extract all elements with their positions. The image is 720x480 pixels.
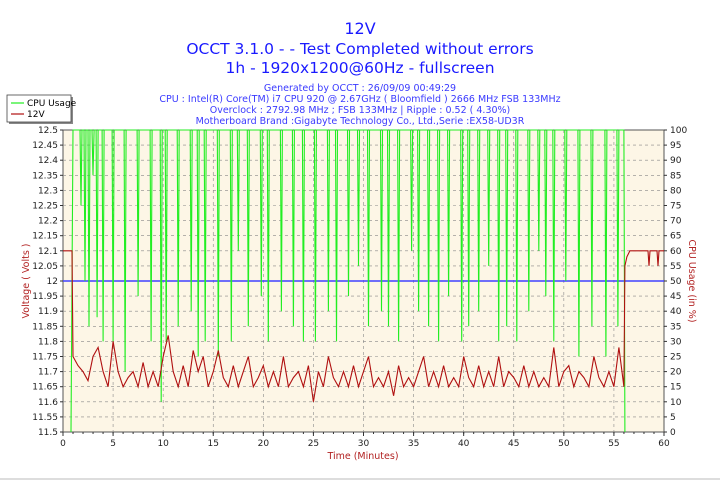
y-tick-label: 11.55 (32, 413, 58, 423)
y-tick-label: 12.45 (32, 141, 58, 151)
info-generated: Generated by OCCT : 26/09/09 00:49:29 (264, 83, 456, 94)
axis-ticks: 12.512.4512.412.3512.312.2512.212.1512.1… (32, 126, 687, 449)
x-tick-label: 40 (458, 439, 470, 449)
y-tick-label: 11.5 (38, 428, 58, 438)
chart-subtitle-2: 1h - 1920x1200@60Hz - fullscreen (225, 59, 494, 77)
legend-label-cpu: CPU Usage (27, 99, 77, 109)
y2-tick-label: 15 (670, 383, 681, 393)
y-tick-label: 12 (47, 277, 58, 287)
y2-tick-label: 60 (670, 247, 682, 257)
x-tick-label: 20 (258, 439, 270, 449)
x-tick-label: 45 (508, 439, 519, 449)
legend-box (6, 94, 72, 123)
chart-title: 12V (344, 19, 375, 38)
info-cpu: CPU : Intel(R) Core(TM) i7 CPU 920 @ 2.6… (159, 94, 560, 105)
x-tick-label: 25 (308, 439, 319, 449)
x-tick-label: 50 (558, 439, 570, 449)
y2-tick-label: 70 (670, 217, 682, 227)
x-tick-label: 30 (358, 439, 370, 449)
legend: CPU Usage 12V (6, 94, 77, 124)
series-lines (63, 129, 664, 433)
y2-tick-label: 30 (670, 337, 682, 347)
y2-tick-label: 0 (670, 428, 676, 438)
y2-tick-label: 5 (670, 413, 676, 423)
y-tick-label: 12.4 (38, 156, 58, 166)
y-tick-label: 11.85 (32, 322, 58, 332)
info-motherboard: Motherboard Brand :Gigabyte Technology C… (196, 116, 525, 127)
x-tick-label: 35 (408, 439, 419, 449)
y2-tick-label: 90 (670, 156, 682, 166)
y-tick-label: 11.65 (32, 383, 58, 393)
y2-tick-label: 85 (670, 171, 681, 181)
x-tick-label: 60 (658, 439, 670, 449)
y-tick-label: 11.75 (32, 353, 58, 363)
info-overclock: Overclock : 2792.98 MHz ; FSB 133MHz | R… (210, 105, 511, 116)
y-tick-label: 11.6 (38, 398, 58, 408)
y2-tick-label: 25 (670, 353, 681, 363)
y2-axis-label: CPU Usage (in %) (686, 239, 697, 322)
y-tick-label: 12.25 (32, 202, 58, 212)
y2-tick-label: 95 (670, 141, 681, 151)
y-tick-label: 11.9 (38, 307, 58, 317)
chart-subtitle-1: OCCT 3.1.0 - - Test Completed without er… (186, 40, 533, 58)
y-tick-label: 11.95 (32, 292, 58, 302)
x-tick-label: 5 (110, 439, 116, 449)
y-tick-label: 12.35 (32, 171, 58, 181)
y2-tick-label: 10 (670, 398, 682, 408)
y-tick-label: 11.8 (38, 337, 58, 347)
x-tick-label: 10 (157, 439, 169, 449)
y2-tick-label: 65 (670, 232, 681, 242)
y2-tick-label: 40 (670, 307, 682, 317)
x-tick-label: 55 (608, 439, 619, 449)
y-axis-label: Voltage ( Volts ) (21, 244, 32, 319)
y2-tick-label: 75 (670, 202, 681, 212)
y2-tick-label: 100 (670, 126, 687, 136)
y-tick-label: 11.7 (38, 368, 58, 378)
series-line-12v (63, 250, 664, 402)
y2-tick-label: 35 (670, 322, 681, 332)
y2-tick-label: 45 (670, 292, 681, 302)
series-line-cpu-usage (70, 129, 626, 433)
y-tick-label: 12.05 (32, 262, 58, 272)
y2-tick-label: 50 (670, 277, 682, 287)
y2-tick-label: 20 (670, 368, 682, 378)
y-tick-label: 12.1 (38, 247, 58, 257)
y-tick-label: 12.2 (38, 217, 58, 227)
y-tick-label: 12.15 (32, 232, 58, 242)
x-tick-label: 0 (60, 439, 66, 449)
legend-label-12v: 12V (27, 110, 45, 120)
y2-tick-label: 80 (670, 186, 682, 196)
y2-tick-label: 55 (670, 262, 681, 272)
y-tick-label: 12.5 (38, 126, 58, 136)
y-tick-label: 12.3 (38, 186, 58, 196)
x-axis-label: Time (Minutes) (326, 451, 398, 462)
x-tick-label: 15 (208, 439, 219, 449)
